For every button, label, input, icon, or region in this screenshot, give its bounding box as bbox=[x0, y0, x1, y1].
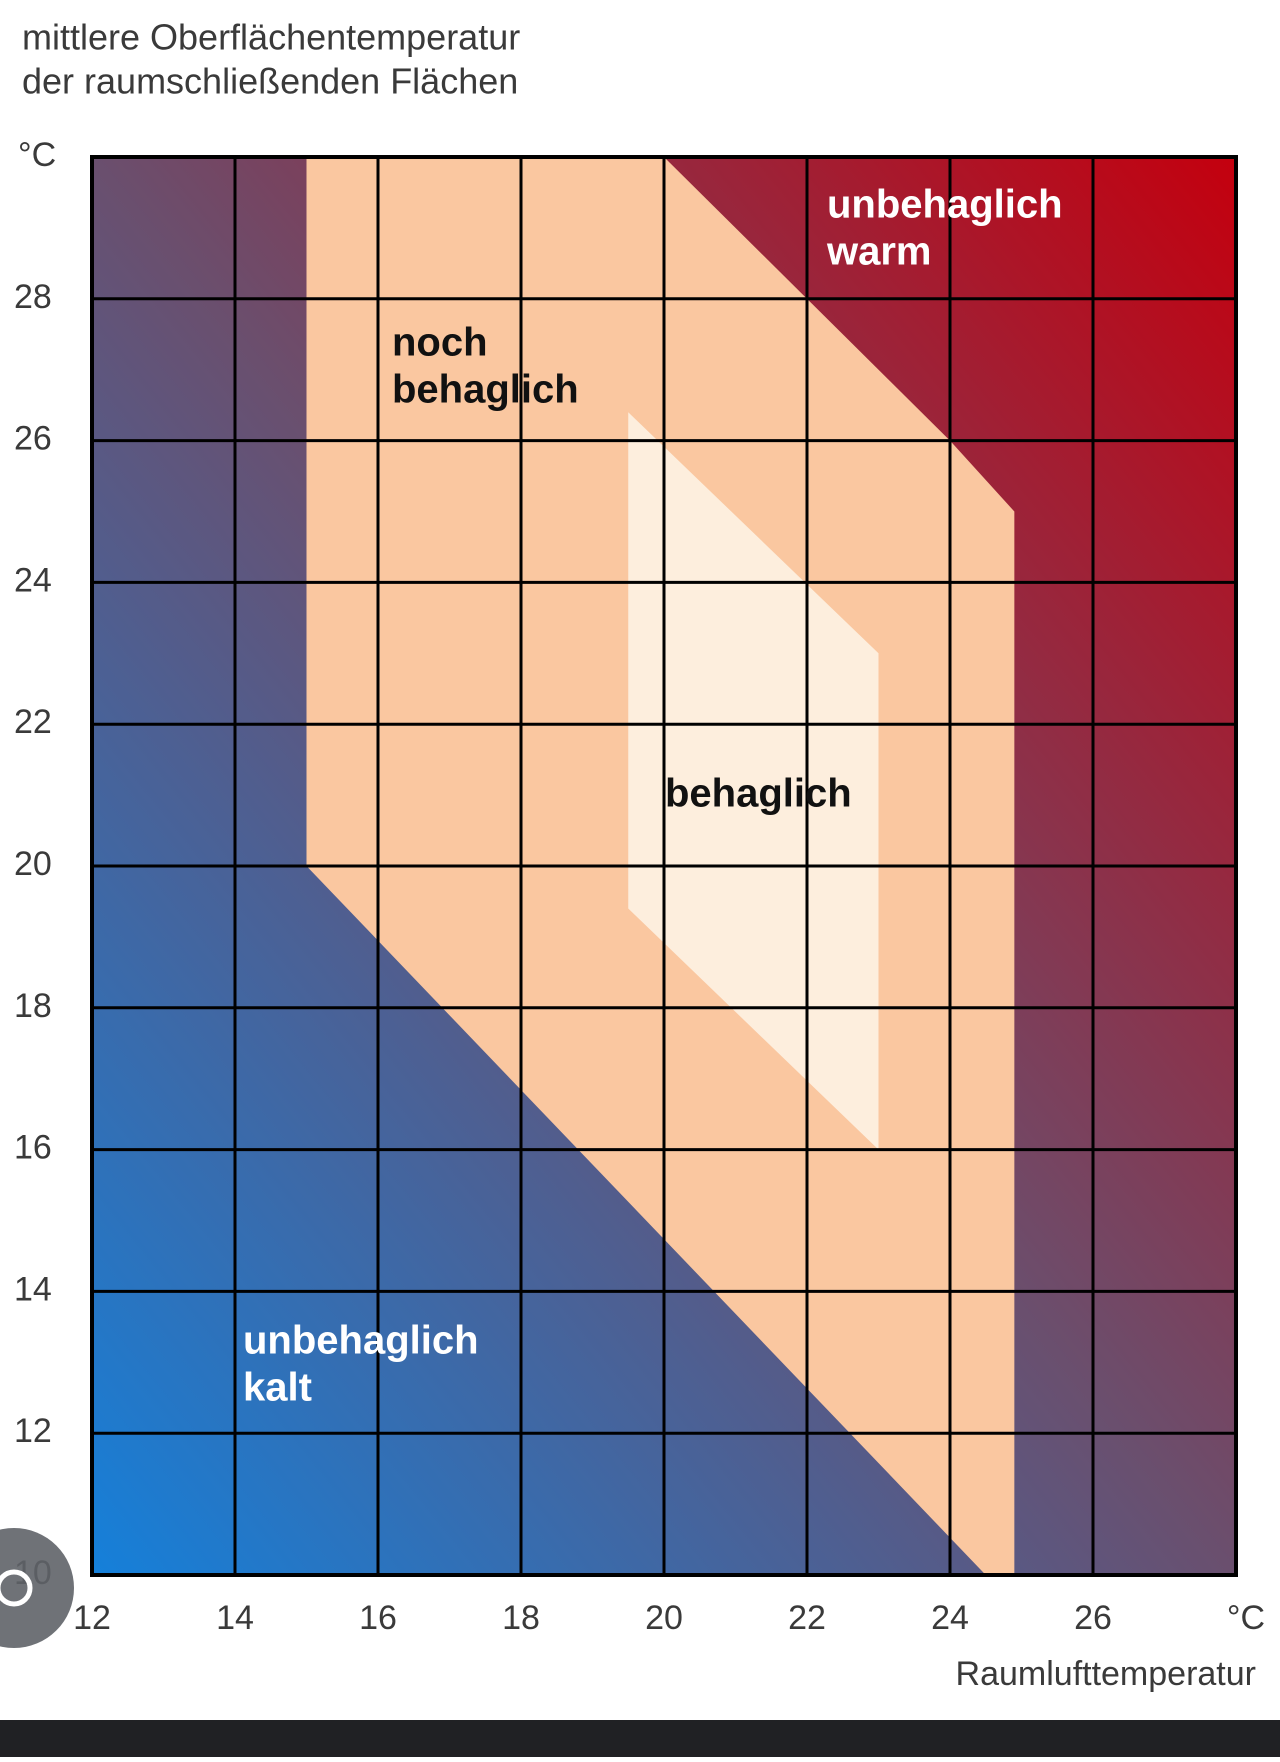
y-tick-label: 18 bbox=[14, 987, 52, 1025]
y-tick-label: 20 bbox=[14, 845, 52, 883]
region-label: unbehaglich bbox=[243, 1319, 479, 1363]
region-label: noch bbox=[392, 321, 488, 365]
y-tick-label: 28 bbox=[14, 278, 52, 316]
y-tick-label: 26 bbox=[14, 420, 52, 458]
x-tick-label: 18 bbox=[502, 1599, 540, 1637]
region-label: warm bbox=[826, 230, 932, 274]
y-tick-label: 24 bbox=[14, 561, 52, 599]
x-unit: °C bbox=[1227, 1599, 1265, 1637]
x-tick-label: 14 bbox=[216, 1599, 254, 1637]
x-tick-label: 24 bbox=[931, 1599, 969, 1637]
x-tick-label: 20 bbox=[645, 1599, 683, 1637]
lens-button bbox=[0, 1528, 74, 1648]
plot-border bbox=[90, 155, 1238, 1577]
bottom-bar bbox=[0, 1720, 1280, 1757]
x-tick-label: 12 bbox=[73, 1599, 111, 1637]
y-unit: °C bbox=[18, 136, 56, 174]
region-label: behaglich bbox=[392, 368, 579, 412]
y-tick-label: 16 bbox=[14, 1129, 52, 1167]
lens-icon bbox=[0, 1569, 33, 1607]
x-tick-label: 26 bbox=[1074, 1599, 1112, 1637]
region-label: kalt bbox=[243, 1366, 312, 1410]
chart-title: der raumschließenden Flächen bbox=[22, 61, 518, 102]
region-label: unbehaglich bbox=[827, 183, 1063, 227]
x-axis-label: Raumlufttemperatur bbox=[956, 1655, 1256, 1693]
x-tick-label: 22 bbox=[788, 1599, 826, 1637]
y-tick-label: 22 bbox=[14, 703, 52, 741]
comfort-region bbox=[628, 412, 879, 1150]
y-tick-label: 14 bbox=[14, 1270, 52, 1308]
y-tick-label: 12 bbox=[14, 1412, 52, 1450]
x-tick-label: 16 bbox=[359, 1599, 397, 1637]
region-label: behaglich bbox=[665, 772, 852, 816]
chart-title: mittlere Oberflächentemperatur bbox=[22, 17, 520, 58]
